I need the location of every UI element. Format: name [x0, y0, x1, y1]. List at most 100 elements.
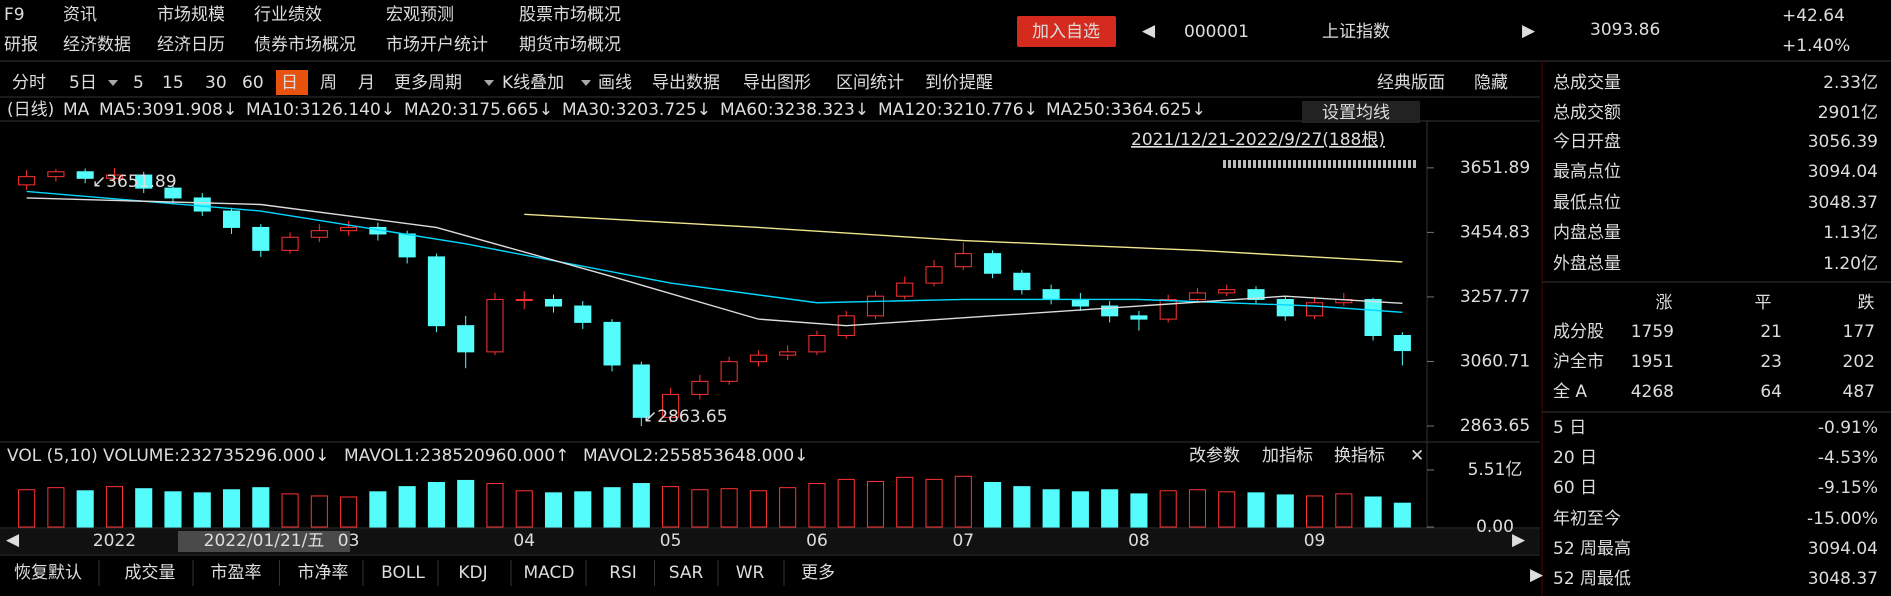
breadth-value: 177 — [1843, 322, 1875, 342]
toolbar-button[interactable]: 隐藏 — [1474, 73, 1508, 93]
ma-settings[interactable]: 设置均线 — [1322, 103, 1390, 123]
candle-body — [164, 187, 182, 199]
perf-label: 52 周最高 — [1553, 539, 1631, 559]
stat-label: 最高点位 — [1553, 162, 1621, 182]
ma-legend-item: MA20:3175.665↓ — [404, 100, 553, 120]
indicator-tab[interactable]: SAR — [669, 563, 704, 583]
toolbar-button[interactable]: 60 — [242, 73, 264, 93]
indicator-tab[interactable]: 恢复默认 — [14, 563, 82, 583]
indicator-tab[interactable]: BOLL — [381, 563, 425, 583]
more-arrow[interactable]: ▶ — [1530, 565, 1544, 585]
breadth-value: 1759 — [1631, 322, 1674, 342]
candle-body — [1159, 298, 1177, 320]
toolbar-button[interactable]: 更多周期 — [394, 73, 462, 93]
breadth-value: 1951 — [1631, 352, 1674, 372]
perf-value: 3094.04 — [1808, 539, 1878, 559]
candle-body — [1071, 298, 1089, 307]
candle-body — [1188, 292, 1207, 300]
x-tick-label: 05 — [660, 531, 682, 551]
toolbar-button[interactable]: 日 — [281, 73, 298, 93]
ma-legend-item: MA250:3364.625↓ — [1046, 100, 1206, 120]
volume-bar — [808, 483, 826, 528]
x-tick-label: 2022 — [93, 531, 136, 551]
next-arrow[interactable]: ▶ — [1522, 21, 1536, 41]
perf-label: 52 周最低 — [1553, 569, 1631, 589]
perf-value: 3048.37 — [1808, 569, 1878, 589]
indicator-tab[interactable]: MACD — [524, 563, 575, 583]
menu-item[interactable]: 研报 — [4, 35, 38, 55]
indicator-tab[interactable]: WR — [736, 563, 765, 583]
menu-item[interactable]: 资讯 — [63, 5, 97, 25]
toolbar-button[interactable]: 15 — [162, 73, 184, 93]
toolbar-button[interactable]: 分时 — [12, 73, 46, 93]
candle-body — [896, 282, 914, 297]
volume-bar — [1042, 489, 1060, 528]
candle-body — [1393, 334, 1411, 352]
stat-value: 3056.39 — [1808, 132, 1878, 152]
menu-item[interactable]: 经济数据 — [63, 35, 131, 55]
toolbar-button[interactable]: 30 — [205, 73, 227, 93]
toolbar-button[interactable]: K线叠加 — [502, 73, 564, 93]
perf-value: -15.00% — [1807, 509, 1878, 529]
ma-line — [26, 190, 1403, 314]
indicator-tab[interactable]: 成交量 — [125, 563, 176, 583]
scroll-right[interactable]: ▶ — [1512, 530, 1526, 550]
x-tick-label: 06 — [806, 531, 828, 551]
toolbar-button[interactable]: 区间统计 — [836, 73, 904, 93]
menu-item[interactable]: 宏观预测 — [386, 5, 454, 25]
indicator-tab[interactable]: 更多 — [801, 563, 835, 583]
indicator-tab[interactable]: 市净率 — [298, 563, 349, 583]
menu-item[interactable]: 行业绩效 — [254, 5, 322, 25]
volume-bar — [1130, 493, 1148, 528]
indicator-button[interactable]: 换指标 — [1334, 446, 1385, 466]
perf-value: -0.91% — [1818, 418, 1878, 438]
menu-item[interactable]: 期货市场概况 — [519, 35, 621, 55]
ma-settings-box[interactable] — [1302, 101, 1420, 123]
volume-bar — [1247, 492, 1265, 528]
dropdown-arrow[interactable] — [581, 80, 591, 86]
scroll-left[interactable]: ◀ — [6, 530, 20, 550]
volume-bar — [603, 487, 621, 528]
x-tick-label: 08 — [1128, 531, 1150, 551]
add-watchlist-label[interactable]: 加入自选 — [1032, 22, 1100, 42]
volume-bar — [369, 491, 387, 528]
dropdown-arrow[interactable] — [484, 80, 494, 86]
indicator-tab[interactable]: RSI — [609, 563, 637, 583]
volume-bar — [720, 488, 738, 528]
menu-item[interactable]: 股票市场概况 — [519, 5, 621, 25]
toolbar-button[interactable]: 画线 — [598, 73, 632, 93]
menu-item[interactable]: 市场开户统计 — [386, 35, 488, 55]
candle-body — [457, 325, 475, 353]
add-watchlist-button[interactable] — [1017, 16, 1116, 47]
indicator-tab[interactable]: KDJ — [458, 563, 487, 583]
toolbar-button[interactable]: 5日 — [69, 73, 97, 93]
menu-item[interactable]: 市场规模 — [157, 5, 225, 25]
candle-body — [954, 253, 972, 268]
indicator-tab[interactable]: 市盈率 — [211, 563, 262, 583]
perf-value: -9.15% — [1818, 478, 1878, 498]
toolbar-button[interactable]: 经典版面 — [1377, 73, 1445, 93]
indicator-button[interactable]: 加指标 — [1262, 446, 1313, 466]
menu-item[interactable]: 债券市场概况 — [254, 35, 356, 55]
toolbar-button[interactable]: 5 — [133, 73, 144, 93]
toolbar-button[interactable]: 周 — [320, 73, 337, 93]
candle-body — [866, 295, 885, 317]
toolbar-button[interactable]: 导出数据 — [652, 73, 720, 93]
toolbar-button[interactable]: 到价提醒 — [925, 73, 993, 93]
toolbar-button[interactable]: 月 — [358, 73, 375, 93]
prev-arrow[interactable]: ◀ — [1142, 21, 1156, 41]
volume-bar — [340, 496, 358, 528]
indicator-button[interactable]: 改参数 — [1189, 446, 1240, 466]
dropdown-arrow[interactable] — [108, 80, 118, 86]
perf-label: 5 日 — [1553, 418, 1586, 438]
candle-body — [427, 256, 445, 327]
volume-bar — [486, 483, 504, 528]
menu-item[interactable]: 经济日历 — [157, 35, 225, 55]
volume-bar — [105, 486, 123, 528]
volume-legend-item: MAVOL2:255853648.000↓ — [583, 446, 808, 466]
close-indicator[interactable]: ✕ — [1410, 446, 1424, 466]
toolbar-button[interactable]: 导出图形 — [743, 73, 811, 93]
menu-item[interactable]: F9 — [4, 5, 25, 25]
volume-legend-item: VOL (5,10) — [7, 446, 98, 466]
volume-bar — [164, 491, 182, 528]
